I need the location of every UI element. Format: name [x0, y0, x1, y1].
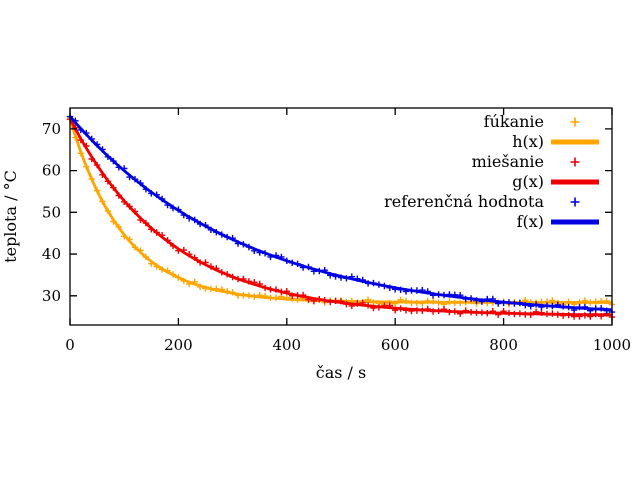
legend-label: g(x) [512, 172, 544, 191]
x-axis-title: čas / s [316, 363, 366, 382]
legend-point-swatch [570, 157, 580, 167]
x-tick-label: 200 [164, 336, 193, 354]
y-tick-label: 40 [42, 245, 61, 263]
y-tick-label: 70 [42, 120, 61, 138]
legend-label: fúkanie [484, 112, 544, 131]
x-tick-label: 0 [65, 336, 75, 354]
legend-label: h(x) [512, 132, 544, 151]
y-tick-label: 30 [42, 287, 61, 305]
legend-label: referenčná hodnota [384, 192, 544, 211]
legend-point-swatch [570, 117, 580, 127]
legend-label: miešanie [472, 152, 544, 171]
x-tick-label: 400 [272, 336, 301, 354]
x-tick-label: 600 [381, 336, 410, 354]
fit-line-g [68, 117, 612, 317]
x-tick-label: 1000 [593, 336, 631, 354]
y-tick-label: 60 [42, 162, 61, 180]
plot-border [69, 107, 613, 326]
legend-label: f(x) [517, 212, 544, 231]
y-tick-label: 50 [42, 203, 61, 221]
x-tick-label: 800 [489, 336, 518, 354]
legend-point-swatch [570, 197, 580, 207]
y-axis-title: teplota / °C [1, 170, 20, 263]
fit-line-f [68, 115, 613, 312]
